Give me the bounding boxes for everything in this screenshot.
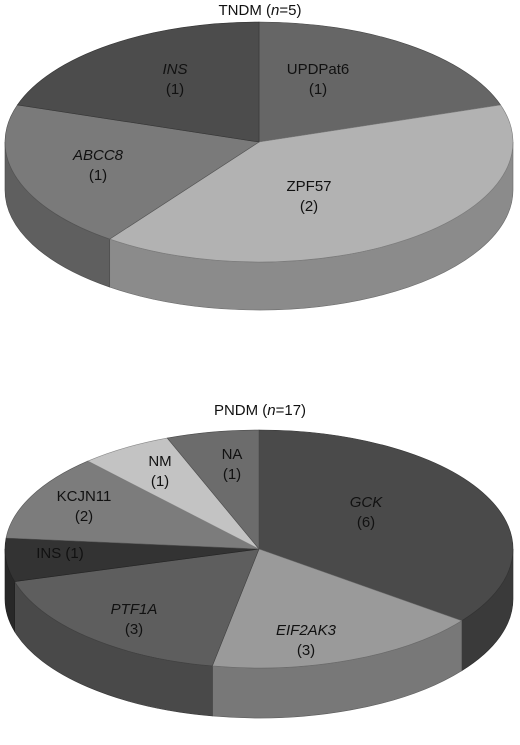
slice-label: INS	[162, 61, 187, 78]
slice-count-label: (1)	[166, 81, 184, 98]
pie-slice	[16, 21, 260, 143]
slice-count-label: (1)	[223, 466, 241, 483]
pie-slice	[258, 21, 502, 143]
slice-label: GCK	[350, 494, 384, 511]
slice-label: NA	[222, 446, 243, 463]
pie-slice	[166, 429, 260, 550]
pie-chart-tndm: UPDPat6 (1) ZPF57 (2) ABCC8 (1) INS (1)	[4, 21, 514, 311]
pie-slice	[211, 548, 463, 669]
pie-slice	[109, 104, 514, 263]
pie-chart-pndm: GCK (6) EIF2AK3 (3) PTF1A (3) INS (1) KCJN11 (2)…	[4, 429, 514, 719]
slice-count-label: (1)	[89, 167, 107, 184]
slice-label: UPDPat6	[287, 61, 350, 78]
title-prefix: TNDM (	[218, 2, 272, 19]
chart-title-pndm: PNDM (n=17)	[0, 402, 520, 419]
title-n: n	[271, 2, 280, 19]
slice-label: ABCC8	[72, 147, 124, 164]
slice-label: NM	[148, 453, 171, 470]
pie-slice	[4, 104, 260, 240]
title-prefix: PNDM (	[213, 402, 268, 419]
slice-count-label: (1)	[151, 473, 169, 490]
slice-label: PTF1A	[111, 601, 158, 618]
slice-label: INS (1)	[36, 545, 84, 562]
slice-count-label: (6)	[357, 514, 375, 531]
slice-label: ZPF57	[286, 178, 331, 195]
slice-count-label: (3)	[297, 642, 315, 659]
title-suffix: =17)	[275, 402, 307, 419]
title-n: n	[267, 402, 276, 419]
slice-label: KCJN11	[57, 488, 112, 505]
pie-slice	[5, 460, 260, 550]
chart-title-tndm: TNDM (n=5)	[0, 2, 520, 19]
title-suffix: =5)	[279, 2, 302, 19]
slice-label: EIF2AK3	[276, 622, 337, 639]
slice-count-label: (2)	[300, 198, 318, 215]
pie-slice	[14, 548, 260, 667]
slice-count-label: (1)	[309, 81, 327, 98]
slice-count-label: (3)	[125, 621, 143, 638]
pie-slice	[258, 429, 514, 622]
slice-count-label: (2)	[75, 508, 93, 525]
